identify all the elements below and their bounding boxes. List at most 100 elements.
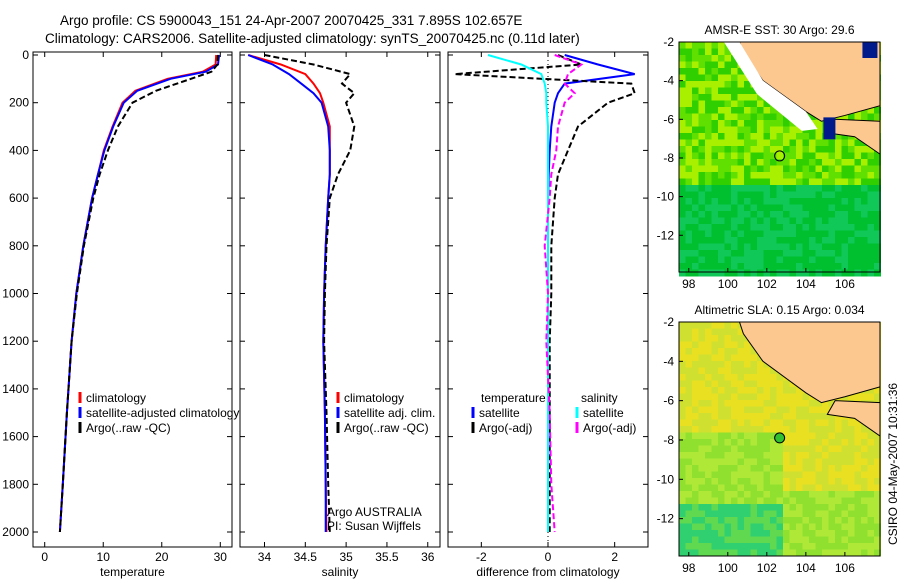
map-cell [789,185,797,192]
map-cell [848,458,855,466]
map-cell [848,139,855,147]
map-cell [750,406,758,414]
map-cell [718,139,725,147]
map-cell [744,400,751,407]
map-cell [711,198,719,205]
map-cell [776,387,784,394]
map-cell [737,504,745,511]
map-cell [763,471,771,479]
y-tick-label: 1000 [2,287,29,301]
map-cell [731,348,738,355]
map-cell [802,452,810,459]
map-cell [802,172,810,179]
map-cell [711,256,719,264]
legend-label: satellite-adjusted climatology [86,406,239,420]
map-cell [750,543,758,550]
map-cell [698,250,706,257]
map-cell [692,445,699,453]
map-cell [731,426,738,433]
map-cell [724,387,732,394]
map-cell [835,523,842,531]
map-cell [737,250,745,257]
x-tick-label: 34.5 [294,550,318,564]
y-tick-label: -8 [663,151,674,165]
map-cell [783,243,790,251]
map-cell [763,530,771,537]
map-cell [718,217,725,225]
map-cell [841,510,849,518]
map-cell [828,217,836,225]
map-cell [789,445,797,453]
map-cell [835,178,842,186]
map-cell [770,211,777,218]
map-cell [861,146,868,153]
map-cell [711,484,719,492]
map-cell [679,185,686,192]
map-cell [828,224,836,231]
map-cell [815,152,823,160]
map-cell [763,543,771,550]
map-cell [685,224,693,231]
map-cell [679,543,686,550]
map-cell [783,393,790,401]
map-cell [679,484,686,492]
map-cell [854,250,862,257]
map-cell [783,178,790,186]
map-cell [796,419,803,427]
map-cell [815,237,823,244]
map-cell [867,256,875,264]
map-cell [809,439,816,446]
map-cell [841,211,849,218]
map-cell [802,536,810,544]
map-cell [692,237,699,244]
map-cell [718,81,725,88]
map-cell [789,237,797,244]
map-cell [861,432,868,440]
map-cell [705,243,712,251]
map-cell [698,452,706,459]
map-cell [835,452,842,459]
map-cell [718,510,725,518]
map-cell [724,263,732,270]
map-cell [874,211,881,218]
map-cell [744,133,751,140]
map-cell [770,185,777,192]
map-cell [698,230,706,238]
map-cell [705,224,712,231]
map-cell [679,400,686,407]
map-cell [757,191,764,199]
map-cell [679,445,686,453]
map-cell [711,224,719,231]
map-cell [770,517,777,524]
map-cell [685,465,693,472]
map-cell [809,178,816,186]
x-tick-label: 34 [258,550,272,564]
map-cell [809,146,816,153]
map-cell [705,159,712,166]
map-cell [796,406,803,414]
map-cell [711,374,719,381]
map-cell [815,243,823,251]
map-cell [861,439,868,446]
map-cell [796,172,803,179]
map-cell [763,491,771,498]
map-cell [822,413,829,420]
map-cell [783,478,790,485]
map-cell [763,400,771,407]
map-cell [724,400,732,407]
map-cell [763,159,771,166]
map-cell [718,484,725,492]
map-cell [776,543,784,550]
map-cell [750,113,758,121]
map-cell [841,139,849,147]
x-tick-label: 36 [421,550,435,564]
map-cell [770,549,777,557]
map-cell [718,68,725,75]
map-cell [750,530,758,537]
map-cell [841,250,849,257]
map-cell [848,393,855,401]
map-cell [692,523,699,531]
map-cell [802,426,810,433]
map-cell [679,87,686,95]
map-cell [731,445,738,453]
